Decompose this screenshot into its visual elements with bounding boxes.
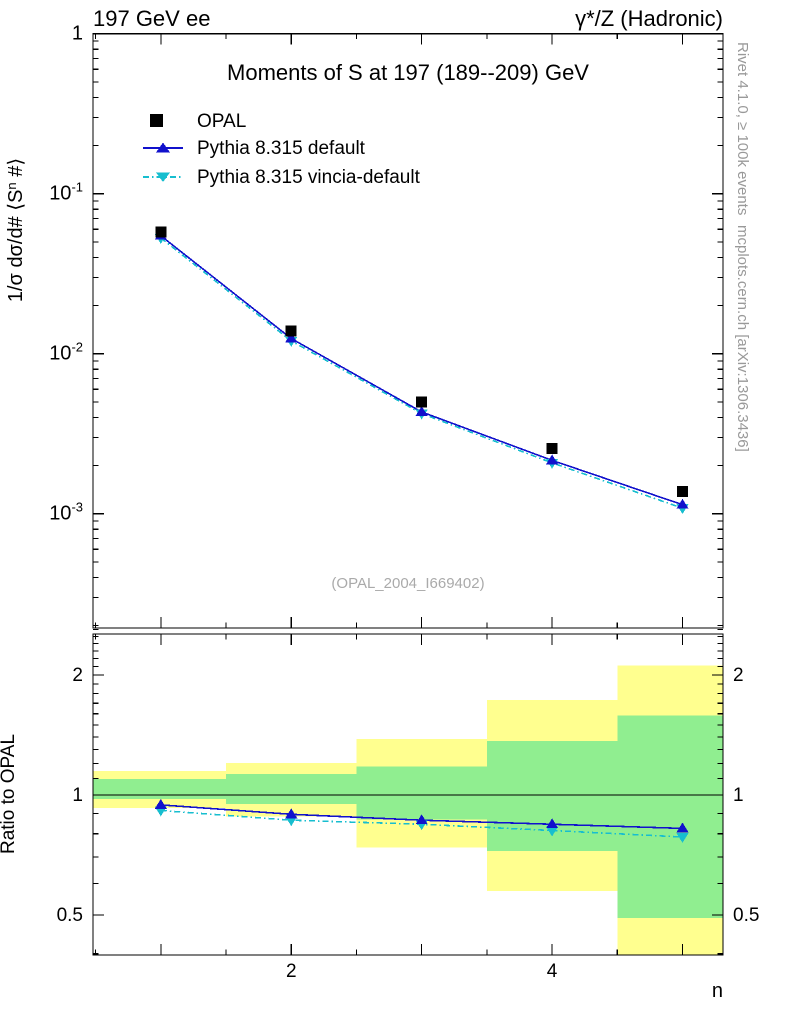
svg-text:1: 1 <box>72 785 83 806</box>
svg-text:1/σ dσ/d# ⟨Sn #⟩: 1/σ dσ/d# ⟨Sn #⟩ <box>4 158 27 302</box>
svg-text:Moments of S at 197 (189--209): Moments of S at 197 (189--209) GeV <box>227 60 589 85</box>
svg-text:197 GeV ee: 197 GeV ee <box>93 6 210 31</box>
svg-text:Rivet 4.1.0, ≥ 100k events: Rivet 4.1.0, ≥ 100k events <box>734 42 751 215</box>
svg-text:Ratio to OPAL: Ratio to OPAL <box>0 734 19 854</box>
svg-text:0.5: 0.5 <box>733 905 759 926</box>
svg-text:Pythia 8.315 default: Pythia 8.315 default <box>197 138 366 159</box>
svg-text:OPAL: OPAL <box>197 111 246 132</box>
svg-text:4: 4 <box>547 961 558 982</box>
svg-text:mcplots.cern.ch [arXiv:1306.34: mcplots.cern.ch [arXiv:1306.3436] <box>734 225 751 452</box>
svg-text:2: 2 <box>286 961 297 982</box>
svg-text:γ*/Z (Hadronic): γ*/Z (Hadronic) <box>575 6 723 31</box>
svg-text:2: 2 <box>72 665 83 686</box>
svg-text:n: n <box>712 980 723 1002</box>
svg-text:1: 1 <box>733 785 744 806</box>
svg-text:(OPAL_2004_I669402): (OPAL_2004_I669402) <box>331 575 484 592</box>
svg-text:0.5: 0.5 <box>57 905 83 926</box>
svg-text:1: 1 <box>72 23 83 45</box>
svg-text:2: 2 <box>733 665 744 686</box>
svg-text:Pythia 8.315 vincia-default: Pythia 8.315 vincia-default <box>197 167 421 188</box>
